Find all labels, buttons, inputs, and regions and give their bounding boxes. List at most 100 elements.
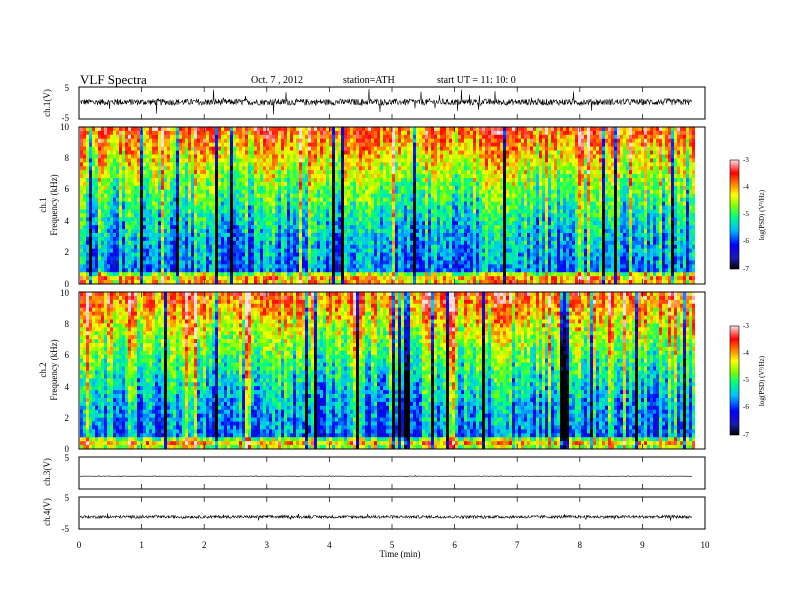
spectrogram-cell — [422, 151, 425, 155]
spectrogram-cell — [89, 217, 92, 221]
spectrogram-cell — [293, 178, 296, 182]
spectrogram-cell — [323, 143, 326, 147]
spectrogram-cell — [146, 276, 149, 280]
spectrogram-cell — [95, 264, 98, 268]
spectrogram-cell — [209, 245, 212, 249]
spectrogram-cell — [320, 127, 323, 131]
spectrogram-cell — [356, 178, 359, 182]
spectrogram-cell — [431, 272, 434, 276]
spectrogram-cell — [221, 143, 224, 147]
spectrogram-cell — [221, 209, 224, 213]
spectrogram-cell — [335, 257, 338, 261]
spectrogram-cell — [293, 221, 296, 225]
spectrogram-cell — [335, 260, 338, 264]
spectrogram-cell — [317, 249, 320, 253]
spectrogram-cell — [203, 202, 206, 206]
spectrogram-cell — [383, 221, 386, 225]
spectrogram-cell — [209, 241, 212, 245]
spectrogram-cell — [197, 202, 200, 206]
spectrogram-cell — [215, 225, 218, 229]
spectrogram-cell — [176, 127, 179, 131]
spectrogram-cell — [347, 174, 350, 178]
spectrogram-cell — [338, 147, 341, 151]
spectrogram-cell — [305, 135, 308, 139]
spectrogram-cell — [146, 135, 149, 139]
spectrogram-cell — [185, 276, 188, 280]
spectrogram-cell — [194, 127, 197, 131]
spectrogram-cell — [272, 182, 275, 186]
spectrogram-cell — [143, 154, 146, 158]
spectrogram-cell — [254, 221, 257, 225]
spectrogram-cell — [386, 206, 389, 210]
spectrogram-cell — [101, 186, 104, 190]
spectrogram-cell — [251, 182, 254, 186]
spectrogram-cell — [320, 257, 323, 261]
spectrogram-cell — [371, 276, 374, 280]
spectrogram-cell — [194, 206, 197, 210]
spectrogram-cell — [242, 209, 245, 213]
spectrogram-cell — [230, 253, 233, 257]
spectrogram-cell — [263, 268, 266, 272]
spectrogram-cell — [161, 217, 164, 221]
spectrogram-cell — [350, 237, 353, 241]
spectrogram-cell — [218, 253, 221, 257]
spectrogram-cell — [356, 268, 359, 272]
spectrogram-cell — [431, 194, 434, 198]
spectrogram-cell — [398, 162, 401, 166]
spectrogram-cell — [293, 190, 296, 194]
spectrogram-cell — [233, 249, 236, 253]
spectrogram-cell — [413, 151, 416, 155]
spectrogram-cell — [311, 166, 314, 170]
spectrogram-cell — [314, 225, 317, 229]
spectrogram-cell — [335, 217, 338, 221]
spectrogram-cell — [392, 174, 395, 178]
spectrogram-cell — [317, 178, 320, 182]
spectrogram-cell — [224, 206, 227, 210]
spectrogram-cell — [146, 158, 149, 162]
spectrogram-cell — [125, 139, 128, 143]
spectrogram-cell — [194, 221, 197, 225]
spectrogram-cell — [227, 139, 230, 143]
spectrogram-cell — [257, 147, 260, 151]
spectrogram-cell — [392, 217, 395, 221]
spectrogram-cell — [137, 194, 140, 198]
spectrogram-cell — [326, 245, 329, 249]
spectrogram-cell — [281, 206, 284, 210]
spectrogram-cell — [332, 186, 335, 190]
spectrogram-cell — [167, 229, 170, 233]
spectrogram-cell — [449, 198, 452, 202]
spectrogram-cell — [221, 233, 224, 237]
spectrogram-cell — [410, 233, 413, 237]
spectrogram-cell — [308, 221, 311, 225]
spectrogram-cell — [311, 131, 314, 135]
spectrogram-cell — [239, 158, 242, 162]
spectrogram-cell — [329, 233, 332, 237]
spectrogram-cell — [353, 151, 356, 155]
spectrogram-cell — [215, 276, 218, 280]
spectrogram-cell — [167, 166, 170, 170]
spectrogram-cell — [188, 162, 191, 166]
spectrogram-cell — [332, 209, 335, 213]
spectrogram-cell — [95, 225, 98, 229]
spectrogram-cell — [422, 182, 425, 186]
spectrogram-cell — [368, 249, 371, 253]
spectrogram-cell — [233, 245, 236, 249]
spectrogram-cell — [122, 268, 125, 272]
spectrogram-cell — [410, 162, 413, 166]
spectrogram-cell — [386, 135, 389, 139]
spectrogram-cell — [392, 245, 395, 249]
spectrogram-cell — [107, 174, 110, 178]
spectrogram-cell — [299, 241, 302, 245]
spectrogram-cell — [128, 158, 131, 162]
spectrogram-cell — [188, 241, 191, 245]
spectrogram-cell — [263, 245, 266, 249]
spectrogram-cell — [191, 249, 194, 253]
spectrogram-cell — [326, 209, 329, 213]
spectrogram-cell — [344, 253, 347, 257]
spectrogram-cell — [290, 260, 293, 264]
spectrogram-cell — [104, 276, 107, 280]
spectrogram-cell — [251, 245, 254, 249]
spectrogram-cell — [170, 127, 173, 131]
spectrogram-cell — [410, 229, 413, 233]
spectrogram-cell — [290, 162, 293, 166]
